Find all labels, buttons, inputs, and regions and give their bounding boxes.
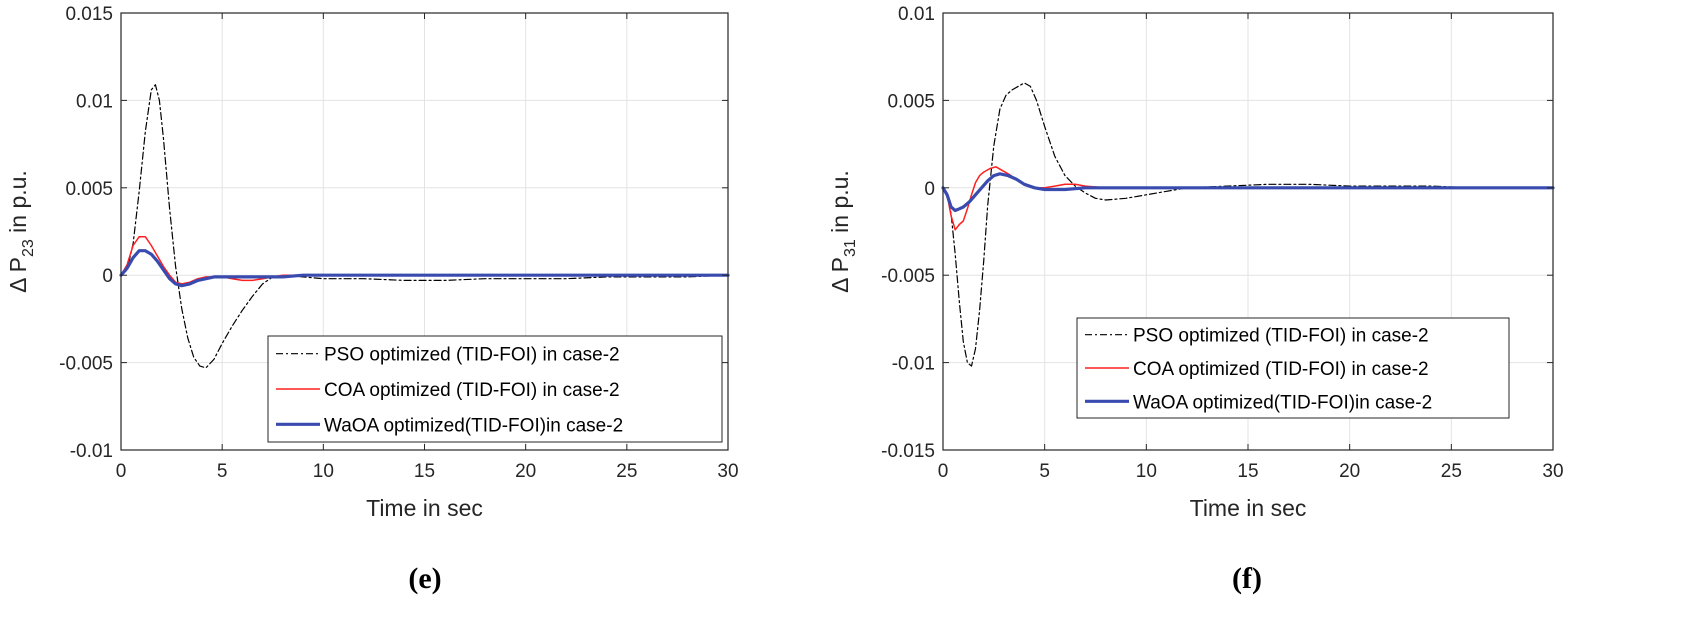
y-tick-label: 0.01: [76, 91, 113, 112]
series-line: [941, 172, 1555, 213]
y-tick-label: 0.005: [65, 179, 113, 200]
x-tick-label: 25: [1441, 461, 1462, 482]
x-axis-label: Time in sec: [366, 495, 483, 521]
panel-label: (e): [408, 562, 441, 595]
legend: PSO optimized (TID-FOI) in case-2 COA opt…: [1076, 317, 1510, 419]
y-axis-label: Δ P31 in p.u.: [827, 170, 859, 293]
y-tick-label: 0.005: [887, 91, 935, 112]
y-tick-label: -0.005: [59, 354, 113, 375]
legend-box: [267, 335, 723, 443]
x-tick-label: 20: [515, 461, 536, 482]
legend-entry-label: PSO optimized (TID-FOI) in case-2: [1133, 326, 1429, 347]
y-axis-label-subscript: 23: [20, 239, 37, 257]
x-tick-label: 5: [1039, 461, 1050, 482]
y-tick-label: -0.01: [892, 354, 935, 375]
legend-entry-label: WaOA optimized(TID-FOI)in case-2: [1133, 392, 1432, 413]
legend-entry-label: COA optimized (TID-FOI) in case-2: [1133, 359, 1429, 380]
chart-panel-f: 0 5 10 15 20 25 30-0.015-0.01-0.00500.0050.01 …: [827, 4, 1564, 595]
series-layer: [119, 84, 730, 369]
legend-box: [1076, 317, 1510, 419]
x-axis-label: Time in sec: [1190, 495, 1307, 521]
x-tick-label: 0: [938, 461, 949, 482]
series-line: [942, 82, 1554, 367]
series-line: [120, 84, 729, 369]
y-axis-label-subscript: 31: [842, 239, 859, 257]
y-axis-label-main: Δ P: [5, 257, 31, 293]
x-tick-label: 25: [616, 461, 637, 482]
x-tick-label: 15: [1237, 461, 1258, 482]
series-layer: [941, 82, 1555, 367]
x-tick-label: 0: [116, 461, 127, 482]
x-tick-label: 10: [313, 461, 334, 482]
y-tick-label: 0: [102, 266, 113, 287]
panel-label: (f): [1232, 562, 1262, 595]
chart-panel-e: 0 5 10 15 20 25 30 -0.01 -0.005 0 0.005 0.01 0.015 T…: [5, 4, 739, 595]
y-axis-label: Δ P23 in p.u.: [5, 170, 37, 293]
x-tick-label: 5: [217, 461, 228, 482]
series-line: [119, 249, 730, 288]
y-axis-label-unit: in p.u.: [5, 170, 31, 239]
y-axis-label-main: Δ P: [827, 257, 853, 293]
x-tick-label: 30: [1542, 461, 1563, 482]
x-tick-label: 20: [1339, 461, 1360, 482]
x-tick-label: 30: [717, 461, 738, 482]
tick-labels: 0 5 10 15 20 25 30 -0.01 -0.005 0 0.005 0.01 0.015: [59, 4, 738, 482]
legend: PSO optimized (TID-FOI) in case-2 COA opt…: [267, 335, 723, 443]
legend-entry-label: WaOA optimized(TID-FOI)in case-2: [324, 415, 623, 436]
y-tick-label: -0.005: [881, 266, 935, 287]
x-tick-label: 15: [414, 461, 435, 482]
y-tick-label: 0: [924, 179, 935, 200]
y-tick-label: 0.01: [898, 4, 935, 25]
tick-labels: 0 5 10 15 20 25 30 -0.015 -0.01 -0.005 0 0.005 0.01: [881, 4, 1563, 482]
y-axis-label-unit: in p.u.: [827, 170, 853, 239]
y-tick-label: 0.015: [65, 4, 113, 25]
y-tick-label: -0.01: [70, 441, 113, 462]
y-tick-label: -0.015: [881, 441, 935, 462]
x-tick-label: 10: [1136, 461, 1157, 482]
legend-entry-label: PSO optimized (TID-FOI) in case-2: [324, 345, 620, 366]
legend-entry-label: COA optimized (TID-FOI) in case-2: [324, 380, 620, 401]
